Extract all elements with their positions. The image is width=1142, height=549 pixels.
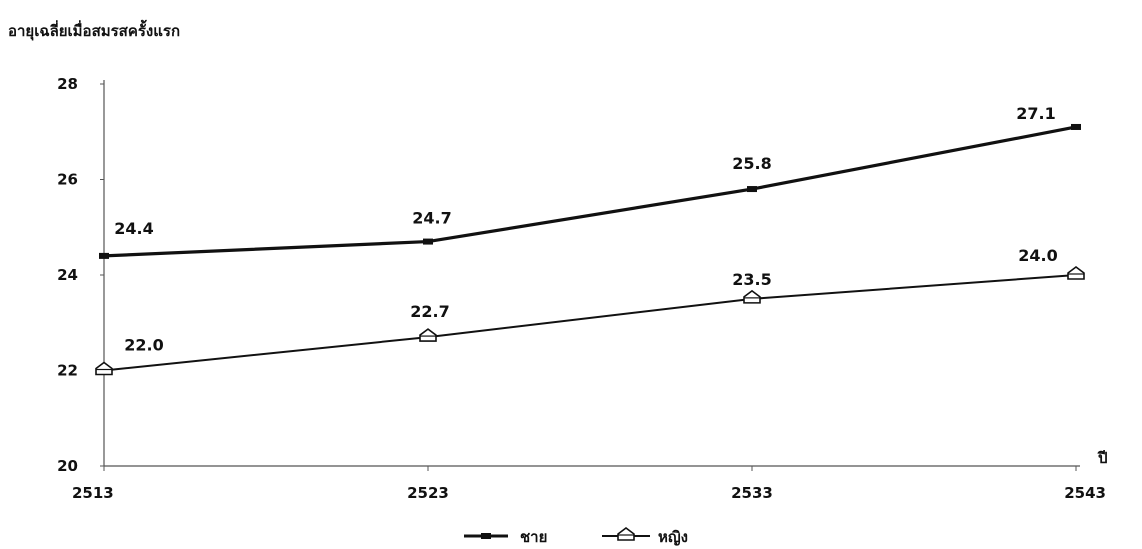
data-point xyxy=(747,186,757,193)
data-point xyxy=(743,289,761,304)
legend-item: หญิง xyxy=(602,527,688,546)
legend: ชาย หญิง xyxy=(464,527,688,546)
y-axis-title: อายุเฉลี่ยเมื่อสมรสครั้งแรก xyxy=(8,19,180,41)
legend-label: ชาย xyxy=(520,528,547,546)
data-label: 24.7 xyxy=(412,209,451,228)
series-1: 24.4 24.7 25.8 27.1 xyxy=(99,104,1081,259)
data-point xyxy=(1067,266,1085,280)
data-label: 23.5 xyxy=(732,270,771,289)
legend-marker xyxy=(617,527,635,541)
y-tick-label: 24 xyxy=(57,266,78,284)
series-layer: 24.4 24.7 25.8 27.1 22.0 22.7 23.5 24.0 xyxy=(95,104,1085,376)
legend-label: หญิง xyxy=(658,528,688,546)
x-tick-label: 2523 xyxy=(407,484,449,502)
series-line xyxy=(103,274,1077,372)
data-point xyxy=(423,238,433,245)
data-point xyxy=(419,328,437,342)
x-tick-label: 2543 xyxy=(1064,484,1106,502)
y-tick-label: 26 xyxy=(57,171,78,189)
legend-item: ชาย xyxy=(464,528,547,546)
data-label: 22.0 xyxy=(124,336,163,355)
data-point xyxy=(99,252,109,259)
data-label: 25.8 xyxy=(732,154,771,173)
y-tick-label: 20 xyxy=(57,457,78,475)
series-2: 22.0 22.7 23.5 24.0 xyxy=(95,246,1085,376)
y-tick-label: 28 xyxy=(57,75,78,93)
data-label: 24.0 xyxy=(1018,246,1057,265)
data-label: 27.1 xyxy=(1016,104,1055,123)
series-line xyxy=(103,125,1077,258)
x-tick-label: 2513 xyxy=(72,484,114,502)
y-tick-label: 22 xyxy=(57,362,78,380)
legend-marker xyxy=(481,533,491,539)
x-tick-label: 2533 xyxy=(731,484,773,502)
data-point xyxy=(95,361,113,376)
data-label: 24.4 xyxy=(114,219,153,238)
data-label: 22.7 xyxy=(410,302,449,321)
axes: 20 22 24 26 28 2513 2523 2533 2543 xyxy=(57,75,1106,502)
x-axis-title: ปี xyxy=(1097,449,1107,467)
data-point xyxy=(1071,123,1081,130)
